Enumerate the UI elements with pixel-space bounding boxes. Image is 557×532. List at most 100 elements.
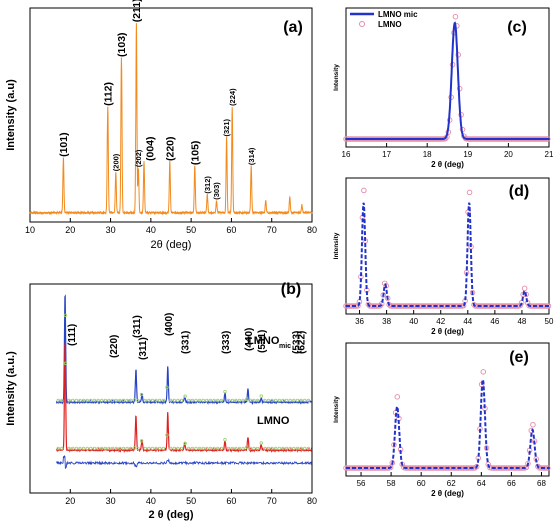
refinement-obs-0: [107, 398, 111, 403]
refinement-obs-1: [74, 446, 79, 451]
lmno-point-e: [391, 442, 397, 448]
refinement-obs-0: [176, 398, 180, 403]
peak-label: (220): [164, 136, 176, 161]
x-tick-label-e: 58: [387, 479, 396, 488]
refinement-obs-0: [139, 392, 144, 397]
peak-label: (112): [102, 82, 114, 106]
peak-label: (312): [203, 176, 212, 194]
refinement-obs-1: [143, 446, 147, 451]
refinement-obs-1: [118, 446, 122, 451]
lmno-point-e: [468, 465, 475, 471]
refinement-obs-0: [100, 398, 104, 403]
lmno-point-e: [389, 460, 396, 466]
refinement-obs-1: [176, 446, 180, 451]
refinement-obs-0: [252, 398, 256, 403]
refinement-obs-1: [208, 446, 213, 451]
x-tick-label-b: 70: [267, 496, 277, 506]
refinement-obs-0: [266, 398, 271, 403]
refinement-obs-1: [168, 446, 173, 451]
x-tick-label-e: 60: [417, 479, 426, 488]
refinement-obs-1: [284, 446, 289, 451]
series-label-subscript: mic: [279, 343, 291, 350]
lmno-point-e: [473, 463, 480, 470]
refinement-obs-1: [205, 446, 209, 451]
x-tick-label-c: 20: [504, 150, 513, 159]
refinement-obs-0: [277, 398, 282, 403]
refinement-obs-0: [136, 398, 140, 403]
refinement-obs-0: [263, 398, 267, 403]
refinement-obs-1: [179, 446, 184, 451]
refinement-obs-0: [223, 390, 227, 394]
refinement-obs-0: [274, 398, 278, 403]
refinement-obs-1: [161, 446, 166, 451]
x-tick-label-c: 18: [423, 150, 432, 159]
peak-label: (103): [116, 32, 128, 57]
lmno-point-e: [545, 465, 551, 471]
refinement-obs-0: [259, 394, 263, 398]
lmno-mic-line-d: [346, 202, 549, 307]
y-axis-label-b: Intensity (a.u.): [5, 351, 17, 426]
x-tick-label-b: 60: [226, 496, 236, 506]
refinement-obs-0: [147, 398, 151, 403]
refinement-obs-1: [100, 446, 104, 451]
lmno-point-d: [517, 302, 523, 309]
x-tick-label-e: 62: [447, 479, 456, 488]
refinement-obs-1: [252, 446, 256, 451]
refinement-obs-0: [92, 398, 97, 403]
panel-label-c: (c): [507, 19, 527, 36]
refinement-obs-1: [216, 446, 220, 451]
hkl-label: (531): [257, 330, 268, 353]
x-tick-label-b: 50: [186, 496, 196, 506]
refinement-obs-0: [234, 398, 238, 403]
x-tick-label-a: 10: [25, 225, 35, 235]
refinement-obs-1: [96, 446, 100, 451]
refinement-obs-1: [92, 446, 97, 451]
x-tick-label-a: 70: [267, 225, 277, 235]
refinement-obs-0: [165, 385, 169, 390]
refinement-obs-0: [284, 398, 289, 403]
refinement-obs-0: [281, 398, 285, 403]
y-axis-label-d: Intensity: [333, 232, 340, 259]
hkl-label: (311): [132, 315, 143, 338]
refinement-obs-1: [67, 446, 71, 451]
refinement-obs-0: [78, 398, 82, 403]
x-tick-label-a: 50: [186, 225, 196, 235]
panel-label-e: (e): [509, 349, 529, 366]
hkl-label: (440): [244, 328, 255, 351]
refinement-obs-0: [201, 398, 205, 403]
refinement-obs-1: [183, 441, 187, 446]
refinement-obs-0: [292, 398, 296, 403]
lmno-point-c: [452, 13, 459, 20]
x-tick-label-c: 21: [545, 150, 554, 159]
refinement-obs-0: [205, 398, 209, 403]
refinement-obs-1: [295, 446, 300, 451]
x-tick-label-e: 56: [357, 479, 366, 488]
peak-label: (101): [58, 132, 70, 157]
xrd-pattern-line: [29, 23, 313, 216]
refinement-obs-0: [248, 398, 253, 403]
refinement-obs-1: [259, 441, 263, 445]
refinement-obs-0: [183, 394, 187, 398]
panel-label-d: (d): [509, 183, 529, 200]
peak-label: (105): [189, 141, 201, 166]
x-axis-label-d: 2 θ (deg): [431, 327, 464, 336]
refinement-obs-0: [71, 398, 75, 403]
x-tick-label-d: 48: [517, 317, 526, 326]
hkl-label: (311): [138, 337, 149, 360]
x-tick-label-d: 50: [545, 317, 554, 326]
lmno-point-d: [380, 292, 386, 298]
refinement-obs-0: [172, 398, 176, 403]
refinement-obs-0: [129, 398, 133, 403]
refinement-obs-1: [165, 433, 169, 437]
x-tick-label-a: 40: [146, 225, 156, 235]
refinement-obs-1: [201, 446, 205, 451]
refinement-obs-0: [179, 398, 184, 403]
refinement-obs-1: [114, 446, 118, 451]
x-tick-label-d: 40: [409, 317, 418, 326]
refinement-obs-1: [299, 446, 303, 451]
refinement-obs-0: [230, 398, 234, 403]
refinement-obs-0: [216, 398, 220, 403]
refinement-obs-1: [81, 446, 86, 451]
x-axis-label-e: 2 θ (deg): [431, 489, 464, 498]
refinement-obs-1: [129, 446, 133, 451]
